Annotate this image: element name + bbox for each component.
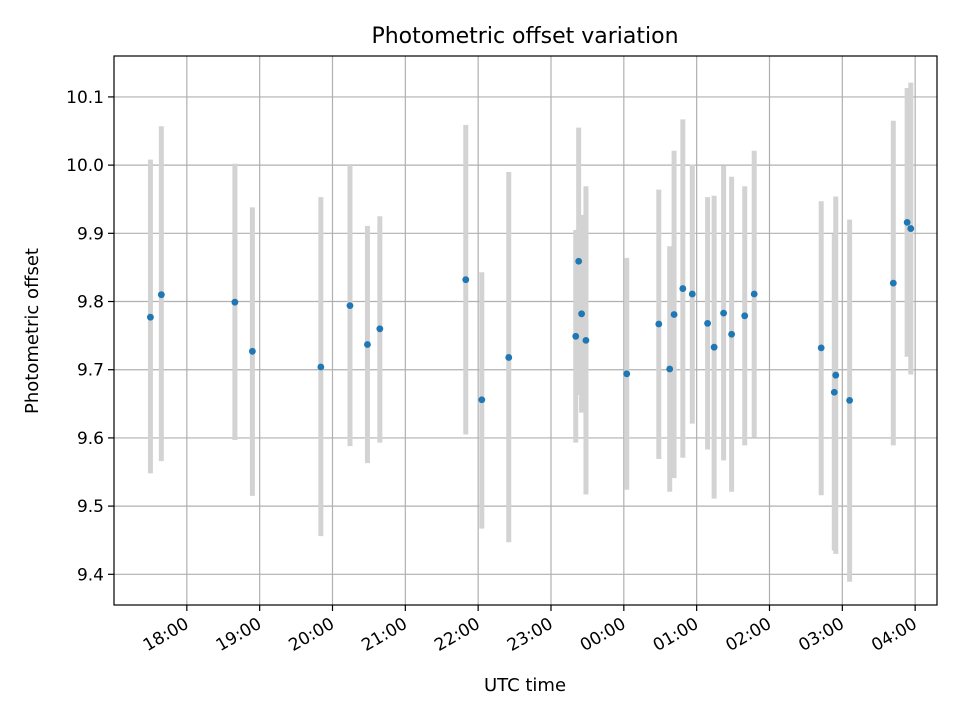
data-point (157, 291, 165, 299)
data-point (478, 396, 486, 404)
x-tick-label: 02:00 (723, 614, 775, 656)
data-point (147, 313, 154, 321)
data-point (582, 336, 590, 344)
y-tick-label: 9.6 (77, 429, 104, 449)
x-axis-label: UTC time (484, 675, 566, 696)
data-point (670, 311, 678, 318)
point-layer (147, 219, 915, 404)
chart-title: Photometric offset variation (371, 24, 678, 49)
data-point (505, 354, 513, 361)
data-point (830, 388, 838, 396)
data-point (710, 343, 718, 351)
data-point (623, 370, 631, 378)
data-point (903, 219, 911, 226)
grid-layer (114, 56, 937, 605)
y-tick-label: 10.0 (66, 156, 104, 176)
data-point (578, 310, 585, 318)
data-point (317, 363, 325, 371)
x-tick-label: 22:00 (431, 614, 483, 656)
data-point (462, 276, 470, 284)
data-point (655, 320, 663, 328)
x-tick-label: 21:00 (358, 614, 410, 656)
data-point (750, 290, 758, 298)
x-tick-label: 03:00 (795, 614, 847, 656)
data-point (741, 312, 749, 320)
x-tick-label: 23:00 (504, 614, 556, 656)
plot-frame (113, 55, 938, 606)
data-point (688, 290, 696, 298)
data-point (679, 285, 687, 292)
y-tick-label: 9.9 (77, 224, 104, 244)
y-tick-label: 9.7 (77, 361, 104, 381)
data-point (728, 330, 736, 338)
data-point (720, 309, 728, 317)
data-point (364, 341, 371, 348)
data-point (572, 332, 580, 340)
errorbar-layer (147, 82, 914, 582)
data-point (889, 279, 897, 287)
data-point (666, 365, 674, 373)
data-point (376, 325, 384, 333)
x-tick-label: 20:00 (286, 614, 338, 656)
data-point (575, 257, 583, 265)
data-point (231, 298, 239, 306)
data-point (704, 319, 711, 327)
data-point (248, 347, 256, 355)
data-point (346, 302, 354, 310)
data-point (846, 397, 854, 404)
x-tick-label: 01:00 (650, 614, 702, 656)
x-tick-label: 00:00 (577, 614, 629, 656)
data-point (832, 371, 840, 379)
y-tick-label: 10.1 (66, 88, 104, 108)
x-tick-label: 04:00 (868, 614, 920, 656)
x-tick-label: 18:00 (140, 614, 192, 656)
y-tick-label: 9.4 (77, 565, 104, 585)
y-tick-label: 9.5 (77, 497, 104, 517)
y-axis-label: Photometric offset (22, 248, 43, 414)
tick-layer: 18:00 19:00 20:00 21:00 22:00 23:00 00:00 01:00… (66, 88, 921, 656)
y-tick-label: 9.8 (77, 293, 104, 313)
data-point (817, 344, 825, 352)
data-point (907, 225, 915, 232)
x-tick-label: 19:00 (213, 614, 265, 656)
